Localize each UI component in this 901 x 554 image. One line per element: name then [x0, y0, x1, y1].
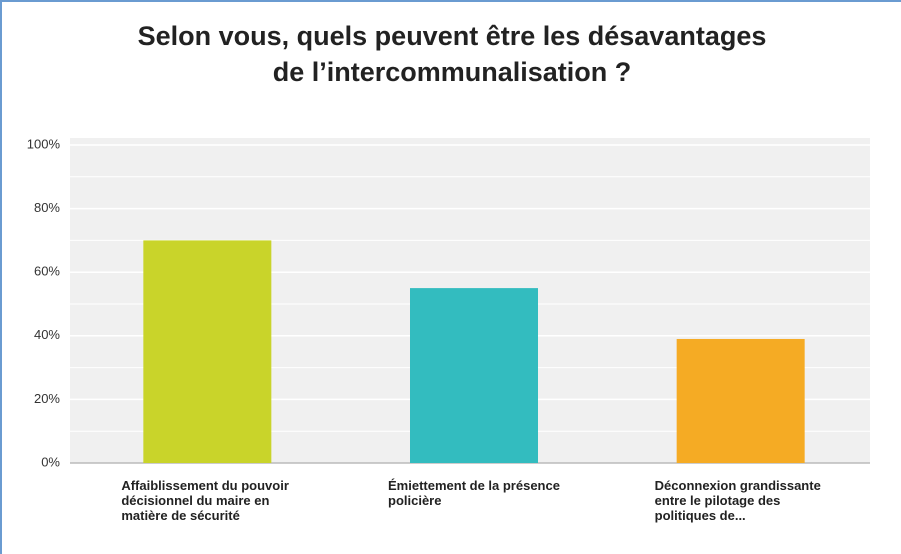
bar	[410, 288, 538, 463]
chart-title: Selon vous, quels peuvent être les désav…	[137, 21, 767, 87]
x-tick-label: Émiettement de la présence policière	[388, 478, 560, 508]
y-tick-label: 100%	[27, 136, 61, 151]
y-tick-label: 60%	[34, 264, 60, 279]
bar	[676, 338, 805, 463]
y-tick-label: 20%	[34, 391, 60, 406]
y-tick-label: 40%	[34, 327, 60, 342]
bar	[143, 240, 272, 463]
y-tick-label: 0%	[41, 454, 60, 469]
x-tick-label: Affaiblissement du pouvoir décisionnel d…	[121, 478, 289, 523]
x-tick-label: Déconnexion grandissante entre le pilota…	[654, 478, 821, 523]
y-tick-label: 80%	[34, 200, 60, 215]
